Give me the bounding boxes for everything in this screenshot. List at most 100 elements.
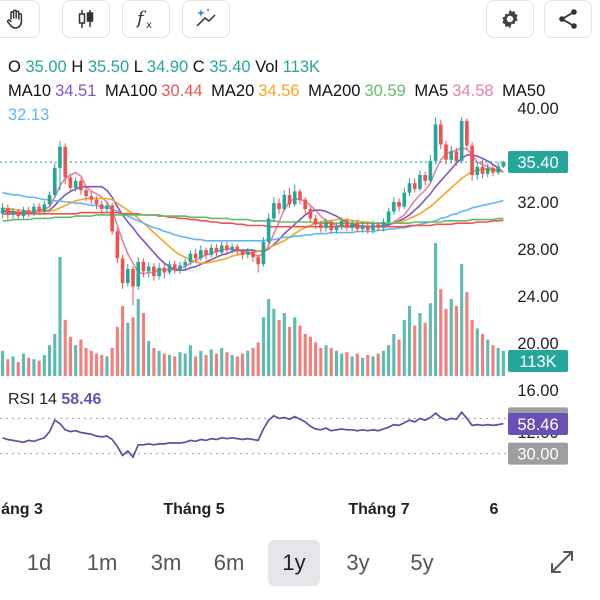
candle-body (397, 202, 401, 207)
candle-body (94, 199, 99, 205)
volume-bar (16, 362, 20, 376)
volume-bar (376, 353, 380, 376)
volume-bar (407, 306, 412, 376)
close-label: C (192, 58, 205, 76)
candle-body (188, 253, 193, 262)
range-1y-button[interactable]: 1y (268, 540, 320, 586)
volume-bar (167, 355, 172, 376)
candle-body (465, 120, 469, 146)
volume-bar (272, 308, 276, 376)
x-axis-label: Tháng 7 (348, 501, 409, 518)
volume-bar (308, 336, 312, 376)
volume-bar (47, 345, 52, 376)
rsi-30-badge (508, 442, 568, 465)
hand-icon[interactable] (0, 0, 40, 38)
low-label: L (133, 58, 143, 76)
volume-bar (68, 336, 72, 376)
candle-body (26, 210, 31, 214)
candle-body (167, 264, 172, 273)
ohlc-legend: O 35.00 H 35.50 L 34.90 C 35.40 Vol 113K (8, 58, 320, 77)
expand-icon[interactable] (548, 548, 576, 576)
candle-body (136, 261, 141, 287)
candle-body (157, 267, 161, 277)
volume-bar (147, 341, 151, 376)
candle-body (261, 241, 266, 265)
magic-draw-icon[interactable] (182, 0, 230, 38)
candlestick-icon[interactable] (62, 0, 110, 38)
ma-line-ma200 (2, 214, 504, 224)
candle-body (219, 245, 224, 253)
range-5y-button[interactable]: 5y (410, 550, 434, 575)
candle-body (282, 194, 287, 210)
candle-body (438, 124, 443, 145)
candle-body (449, 151, 454, 160)
candle-body (313, 218, 318, 225)
volume-bar (11, 356, 15, 376)
candle-body (480, 166, 485, 174)
range-6m-button[interactable]: 6m (213, 550, 245, 575)
volume-bar (387, 345, 391, 376)
volume-bar (199, 350, 203, 376)
candle-body (79, 180, 83, 191)
volume-bar (157, 350, 161, 376)
candle-body (214, 247, 219, 253)
volume-bar (366, 355, 370, 376)
candle-body (428, 160, 433, 181)
rsi-30-label: 30.00 (517, 446, 558, 464)
candle-body (292, 191, 297, 205)
candle-body (277, 203, 281, 210)
volume-bar (340, 353, 344, 376)
candle-body (287, 194, 292, 205)
volume-bar (84, 348, 88, 376)
candle-body (47, 194, 52, 205)
volume-badge-label: 113K (519, 353, 556, 371)
range-1m-button[interactable]: 1m (86, 550, 118, 575)
volume-bar (465, 292, 469, 376)
price-tick-label: 20.00 (517, 335, 558, 353)
candle-body (407, 183, 412, 193)
stock-chart[interactable]: 40.00 32.00 28.00 24.00 20.00 16.00 35.40 113K R… (0, 0, 600, 540)
volume-bar (496, 348, 500, 376)
ma50-label: MA50 (502, 82, 546, 100)
volume-bar (94, 353, 99, 376)
volume-bar (220, 348, 224, 376)
candle-body (371, 224, 375, 231)
share-icon[interactable] (544, 0, 592, 38)
low-value: 34.90 (146, 58, 189, 76)
volume-bar (241, 353, 245, 376)
price-tick-label: 16.00 (517, 382, 558, 400)
rsi-current-badge (508, 413, 568, 435)
candle-body (131, 268, 135, 287)
volume-label: Vol (255, 58, 279, 76)
candle-body (350, 223, 354, 228)
candle-body (360, 225, 365, 230)
gear-icon[interactable] (486, 0, 534, 38)
candle-body (303, 199, 307, 210)
candle-body (115, 231, 120, 259)
volume-bar (100, 355, 104, 376)
candle-body (251, 251, 255, 258)
range-3y-button[interactable]: 3y (346, 550, 370, 575)
volume-bar (324, 345, 328, 376)
candle-body (99, 204, 104, 210)
volume-bar (235, 356, 239, 376)
candle-body (225, 245, 229, 251)
candle-body (444, 144, 448, 160)
volume-bar (475, 328, 479, 376)
range-3m-button[interactable]: 3m (150, 550, 182, 575)
volume-bar (261, 317, 265, 376)
volume-bar (350, 356, 354, 376)
ma-legend-row-2: 32.13 (8, 106, 53, 125)
volume-bar (246, 350, 250, 376)
volume-bar (225, 352, 229, 376)
candle-body (204, 250, 208, 255)
ma5-label: MA5 (414, 82, 449, 100)
range-1d-button[interactable]: 1d (26, 550, 52, 575)
candle-body (152, 266, 156, 277)
open-value: 35.00 (25, 58, 67, 76)
volume-bar (397, 339, 401, 376)
candle-body (120, 258, 125, 284)
candle-body (433, 124, 438, 161)
